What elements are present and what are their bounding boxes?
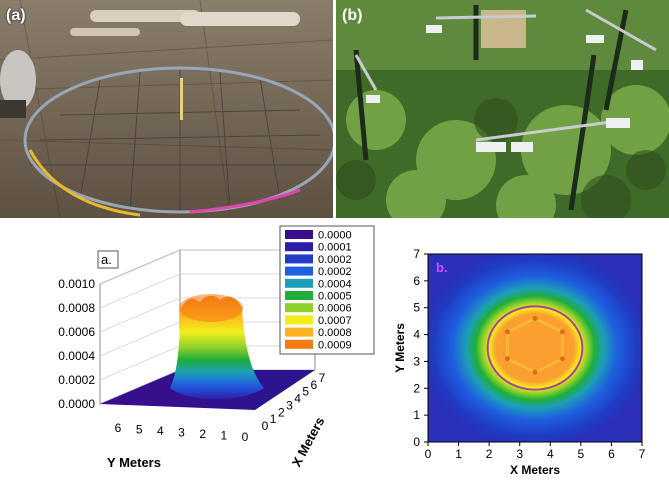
legend-label: 0.0004	[318, 278, 352, 290]
x-tick-label-3d: 4	[294, 392, 301, 406]
photo-a: (a)	[0, 0, 333, 218]
heatmap-field	[428, 254, 642, 442]
legend-swatch	[285, 327, 313, 337]
z-tick-label-3d: 0.0002	[58, 373, 95, 387]
sensor-point	[532, 369, 538, 375]
y-tick-label-3d: 4	[157, 424, 164, 438]
z-tick-label-3d: 0.0004	[58, 349, 95, 363]
x-tick-label-2d: 2	[486, 447, 493, 461]
y-tick-label-3d: 1	[220, 429, 227, 443]
legend-swatch	[285, 291, 313, 300]
x-axis-title-2d: X Meters	[510, 463, 560, 477]
y-tick-label-2d: 7	[413, 247, 420, 261]
y-axis-title-3d: Y Meters	[107, 455, 161, 470]
sensor-point	[504, 356, 510, 362]
legend-swatch	[285, 339, 313, 349]
sensor-point	[560, 329, 566, 335]
panel-label-box-a	[97, 250, 119, 269]
legend-swatch	[285, 242, 313, 252]
x-tick-label-3d: 7	[319, 371, 326, 385]
y-tick-label-3d: 2	[199, 427, 206, 441]
legend-swatch	[285, 230, 313, 239]
y-tick-label-2d: 2	[413, 381, 420, 395]
legend-label: 0.0006	[318, 303, 352, 315]
photo-b-label: (b)	[342, 7, 362, 24]
legend-swatch	[285, 266, 313, 276]
x-tick-label-3d: 6	[311, 378, 318, 392]
z-tick-label-3d: 0.0010	[58, 277, 95, 291]
legend-label: 0.0008	[318, 327, 352, 339]
legend: 0.00000.00010.00020.00020.00040.00050.00…	[279, 225, 375, 355]
x-tick-label-3d: 0	[262, 419, 269, 433]
legend-label: 0.0009	[318, 339, 352, 351]
sensor-point	[504, 329, 510, 335]
z-tick-label-3d: 0.0008	[58, 301, 95, 315]
x-tick-label-3d: 1	[270, 412, 277, 426]
legend-label: 0.0005	[318, 291, 352, 303]
sensor-point	[560, 356, 566, 362]
z-tick-label-3d: 0.0006	[58, 325, 95, 339]
x-tick-label-2d: 1	[455, 447, 462, 461]
y-tick-label-3d: 0	[242, 430, 249, 444]
x-tick-label-3d: 5	[302, 385, 309, 399]
photo-b: (b)	[336, 0, 669, 218]
y-tick-label-2d: 5	[413, 301, 420, 315]
x-tick-label-2d: 6	[608, 447, 615, 461]
legend-swatch	[285, 278, 313, 288]
legend-label: 0.0001	[318, 242, 352, 254]
y-tick-label-3d: 3	[178, 426, 185, 440]
sensor-point	[532, 315, 538, 321]
legend-label: 0.0002	[318, 254, 352, 266]
y-tick-label-2d: 1	[413, 408, 420, 422]
y-tick-label-2d: 6	[413, 274, 420, 288]
y-tick-label-2d: 4	[413, 328, 420, 342]
x-tick-label-2d: 7	[639, 447, 646, 461]
x-tick-label-3d: 3	[286, 398, 293, 412]
legend-label: 0.0007	[318, 315, 352, 327]
legend-swatch	[285, 254, 313, 264]
y-tick-label-3d: 5	[136, 423, 143, 437]
y-tick-label-3d: 6	[115, 421, 122, 435]
legend-swatch	[285, 303, 313, 313]
x-tick-label-2d: 5	[578, 447, 585, 461]
heatmap-chart: 0 1 2 3 4 5 6 7 0 1 2 3 4 5 6 7 X Meters Y Meters b.	[392, 222, 669, 484]
photo-a-image: (a)	[0, 0, 333, 218]
y-tick-label-2d: 0	[413, 435, 420, 449]
panel-label-b: b.	[436, 260, 448, 275]
z-tick-label-3d: 0.0000	[58, 397, 95, 411]
y-axis-title-2d: Y Meters	[393, 323, 407, 373]
x-tick-label-2d: 4	[547, 447, 554, 461]
x-tick-label-2d: 0	[425, 447, 432, 461]
legend-label: 0.0002	[318, 266, 352, 278]
legend-label: 0.0000	[318, 230, 352, 242]
x-axis-title-3d: X Meters	[289, 414, 328, 469]
x-tick-label-2d: 3	[516, 447, 523, 461]
heatmap-chart-svg: 0 1 2 3 4 5 6 7 0 1 2 3 4 5 6 7 X Meters Y Meters b.	[393, 247, 646, 477]
panel-label-a: a.	[101, 252, 112, 267]
y-tick-label-2d: 3	[413, 354, 420, 368]
photo-b-image: (b)	[336, 0, 669, 218]
legend-swatch	[285, 315, 313, 325]
x-tick-label-3d: 2	[278, 405, 285, 419]
photo-a-label: (a)	[6, 7, 26, 24]
plot-boundary-ring	[486, 305, 584, 391]
